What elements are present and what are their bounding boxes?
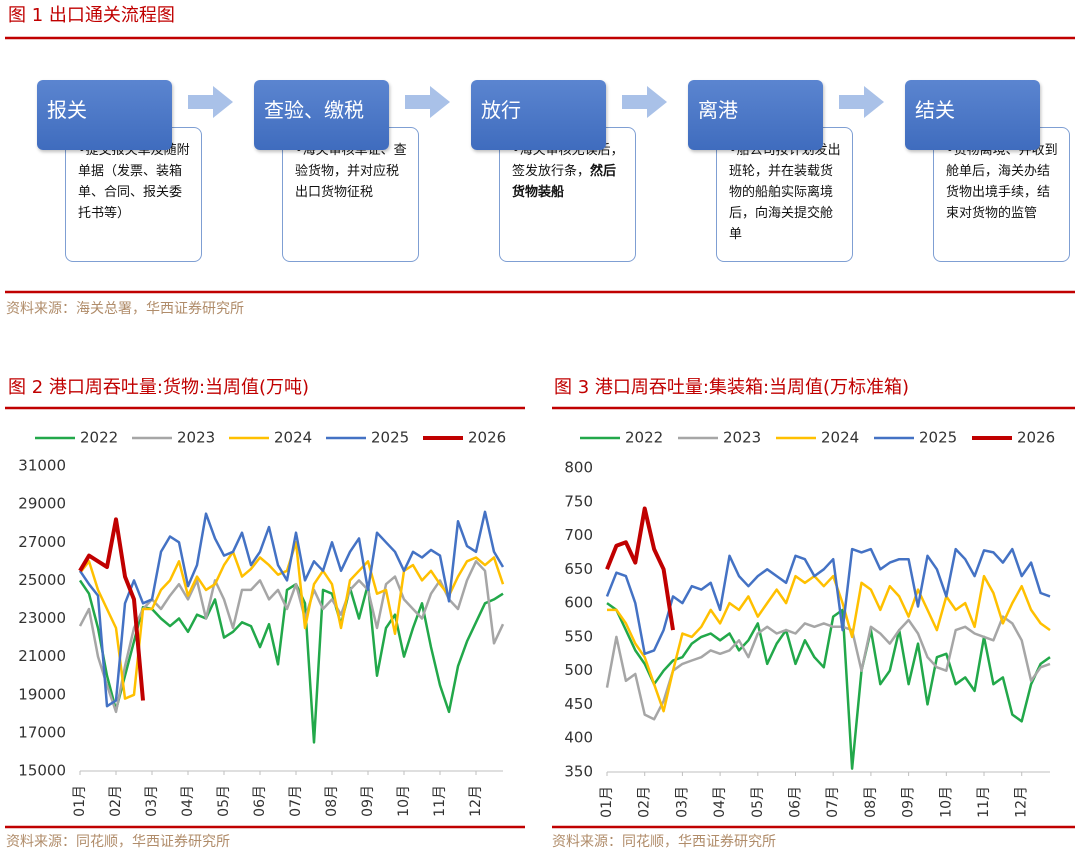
series-line (607, 574, 1051, 713)
step-title: 放行 (471, 80, 606, 150)
x-tick-label: 05月 (750, 786, 766, 818)
y-tick-label: 750 (564, 492, 593, 510)
x-tick-label: 07月 (825, 786, 841, 818)
series-line (605, 506, 675, 631)
y-tick-label: 23000 (18, 609, 66, 627)
arrow (405, 86, 450, 118)
legend-label: 2026 (468, 429, 506, 447)
y-tick-label: 550 (564, 627, 593, 645)
x-tick-label: 03月 (144, 785, 160, 817)
x-tick-label: 01月 (72, 785, 88, 817)
series-line (78, 579, 504, 744)
step-text: •提交报关单及随附单据（发票、装箱单、合同、报关委托书等） (78, 143, 190, 221)
x-tick-label: 10月 (938, 786, 954, 818)
step-text: •船公司按计划发出班轮，并在装载货物的船舶实际离境后，向海关提交舱单 (729, 143, 841, 242)
y-tick-label: 400 (564, 729, 593, 747)
y-tick-label: 15000 (18, 762, 66, 780)
y-tick-label: 500 (564, 661, 593, 679)
figure-title: 图 1 出口通关流程图 (8, 5, 175, 26)
legend-label: 2024 (274, 429, 312, 447)
source-note: 资料来源：同花顺，华西证券研究所 (552, 834, 776, 850)
chart-title: 图 3 港口周吞吐量:集装箱:当周值(万标准箱) (554, 377, 909, 398)
series-line (605, 547, 1051, 656)
y-tick-label: 600 (564, 594, 593, 612)
step-title: 结关 (905, 80, 1040, 150)
series-line (78, 510, 505, 708)
x-tick-label: 05月 (216, 785, 232, 817)
x-tick-label: 06月 (788, 786, 804, 818)
arrow (188, 86, 233, 118)
y-tick-label: 25000 (18, 571, 66, 589)
series-line (605, 615, 1051, 721)
x-tick-label: 08月 (863, 786, 879, 818)
step-title: 查验、缴税 (254, 80, 389, 150)
legend-label: 2022 (625, 429, 663, 447)
source-note: 资料来源：同花顺，华西证券研究所 (6, 834, 230, 850)
series-line (79, 541, 505, 700)
x-tick-label: 11月 (432, 785, 448, 817)
x-tick-label: 02月 (108, 785, 124, 817)
x-tick-label: 12月 (1014, 786, 1030, 818)
step-emphasis: 然后货物装船 (512, 164, 617, 200)
y-tick-label: 17000 (18, 723, 66, 741)
legend-label: 2025 (371, 429, 409, 447)
x-tick-label: 08月 (324, 785, 340, 817)
step-text: •货物离境、并收到舱单后，海关办结货物出境手续，结束对货物的监管 (946, 143, 1058, 221)
y-tick-label: 27000 (18, 533, 66, 551)
x-tick-label: 06月 (252, 785, 268, 817)
x-tick-label: 01月 (599, 786, 615, 818)
x-tick-label: 07月 (288, 785, 304, 817)
step-title: 报关 (37, 80, 172, 150)
x-tick-label: 12月 (468, 785, 484, 817)
y-tick-label: 650 (564, 560, 593, 578)
x-tick-label: 10月 (396, 785, 412, 817)
step-title: 离港 (688, 80, 823, 150)
x-tick-label: 04月 (712, 786, 728, 818)
legend-label: 2025 (919, 429, 957, 447)
arrow (622, 86, 667, 118)
chart-title: 图 2 港口周吞吐量:货物:当周值(万吨) (8, 377, 309, 398)
legend-label: 2023 (723, 429, 761, 447)
y-tick-label: 700 (564, 526, 593, 544)
series-line (78, 517, 145, 701)
x-tick-label: 09月 (360, 785, 376, 817)
y-tick-label: 350 (564, 763, 593, 781)
y-tick-label: 29000 (18, 495, 66, 513)
legend-label: 2023 (177, 429, 215, 447)
x-tick-label: 09月 (901, 786, 917, 818)
source-note: 资料来源：海关总署，华西证券研究所 (6, 301, 244, 317)
y-tick-label: 19000 (18, 685, 66, 703)
legend-label: 2026 (1017, 429, 1055, 447)
step-text: •海关审核单证、查验货物，并对应税出口货物征税 (295, 143, 407, 200)
series-line (606, 602, 1051, 770)
y-tick-label: 21000 (18, 647, 66, 665)
x-tick-label: 03月 (674, 786, 690, 818)
y-tick-label: 31000 (18, 457, 66, 475)
y-tick-label: 800 (564, 459, 593, 477)
step-box: •海关审核单证、查验货物，并对应税出口货物征税 (282, 127, 419, 262)
arrow (839, 86, 884, 118)
x-tick-label: 04月 (180, 785, 196, 817)
x-tick-label: 02月 (637, 786, 653, 818)
legend-label: 2022 (80, 429, 118, 447)
legend-label: 2024 (821, 429, 859, 447)
y-tick-label: 450 (564, 695, 593, 713)
x-tick-label: 11月 (976, 786, 992, 818)
